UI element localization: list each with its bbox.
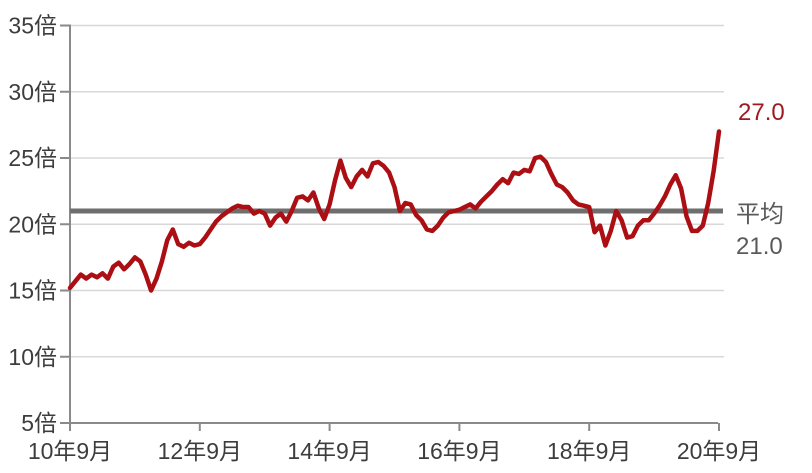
x-tick-label-0: 10年9月	[28, 438, 112, 464]
x-tick-label-5: 20年9月	[677, 438, 761, 464]
average-value-label: 21.0	[736, 233, 783, 260]
y-tick-label-35: 35倍	[8, 13, 57, 39]
x-tick-label-1: 12年9月	[158, 438, 242, 464]
label-layer: 27.0 平均 21.0	[736, 99, 785, 260]
y-tick-label-15: 15倍	[8, 278, 57, 304]
y-tick-label-20: 20倍	[8, 211, 57, 237]
x-tick-label-4: 18年9月	[547, 438, 631, 464]
y-tick-label-25: 25倍	[8, 145, 57, 171]
per-series-line	[67, 129, 722, 293]
current-value-label: 27.0	[738, 99, 785, 126]
grid-layer	[70, 24, 724, 358]
y-tick-label-30: 30倍	[8, 79, 57, 105]
series-layer	[67, 129, 723, 293]
x-tick-label-3: 16年9月	[417, 438, 501, 464]
x-tick-label-2: 14年9月	[287, 438, 371, 464]
average-line-label: 平均	[736, 201, 784, 228]
y-tick-label-5: 5倍	[21, 410, 57, 436]
axis-layer: 5倍 10倍 15倍 20倍 25倍 30倍 35倍 10年9月 12年9月 14年9月 16年9月…	[8, 13, 761, 465]
y-tick-label-10: 10倍	[8, 344, 57, 370]
